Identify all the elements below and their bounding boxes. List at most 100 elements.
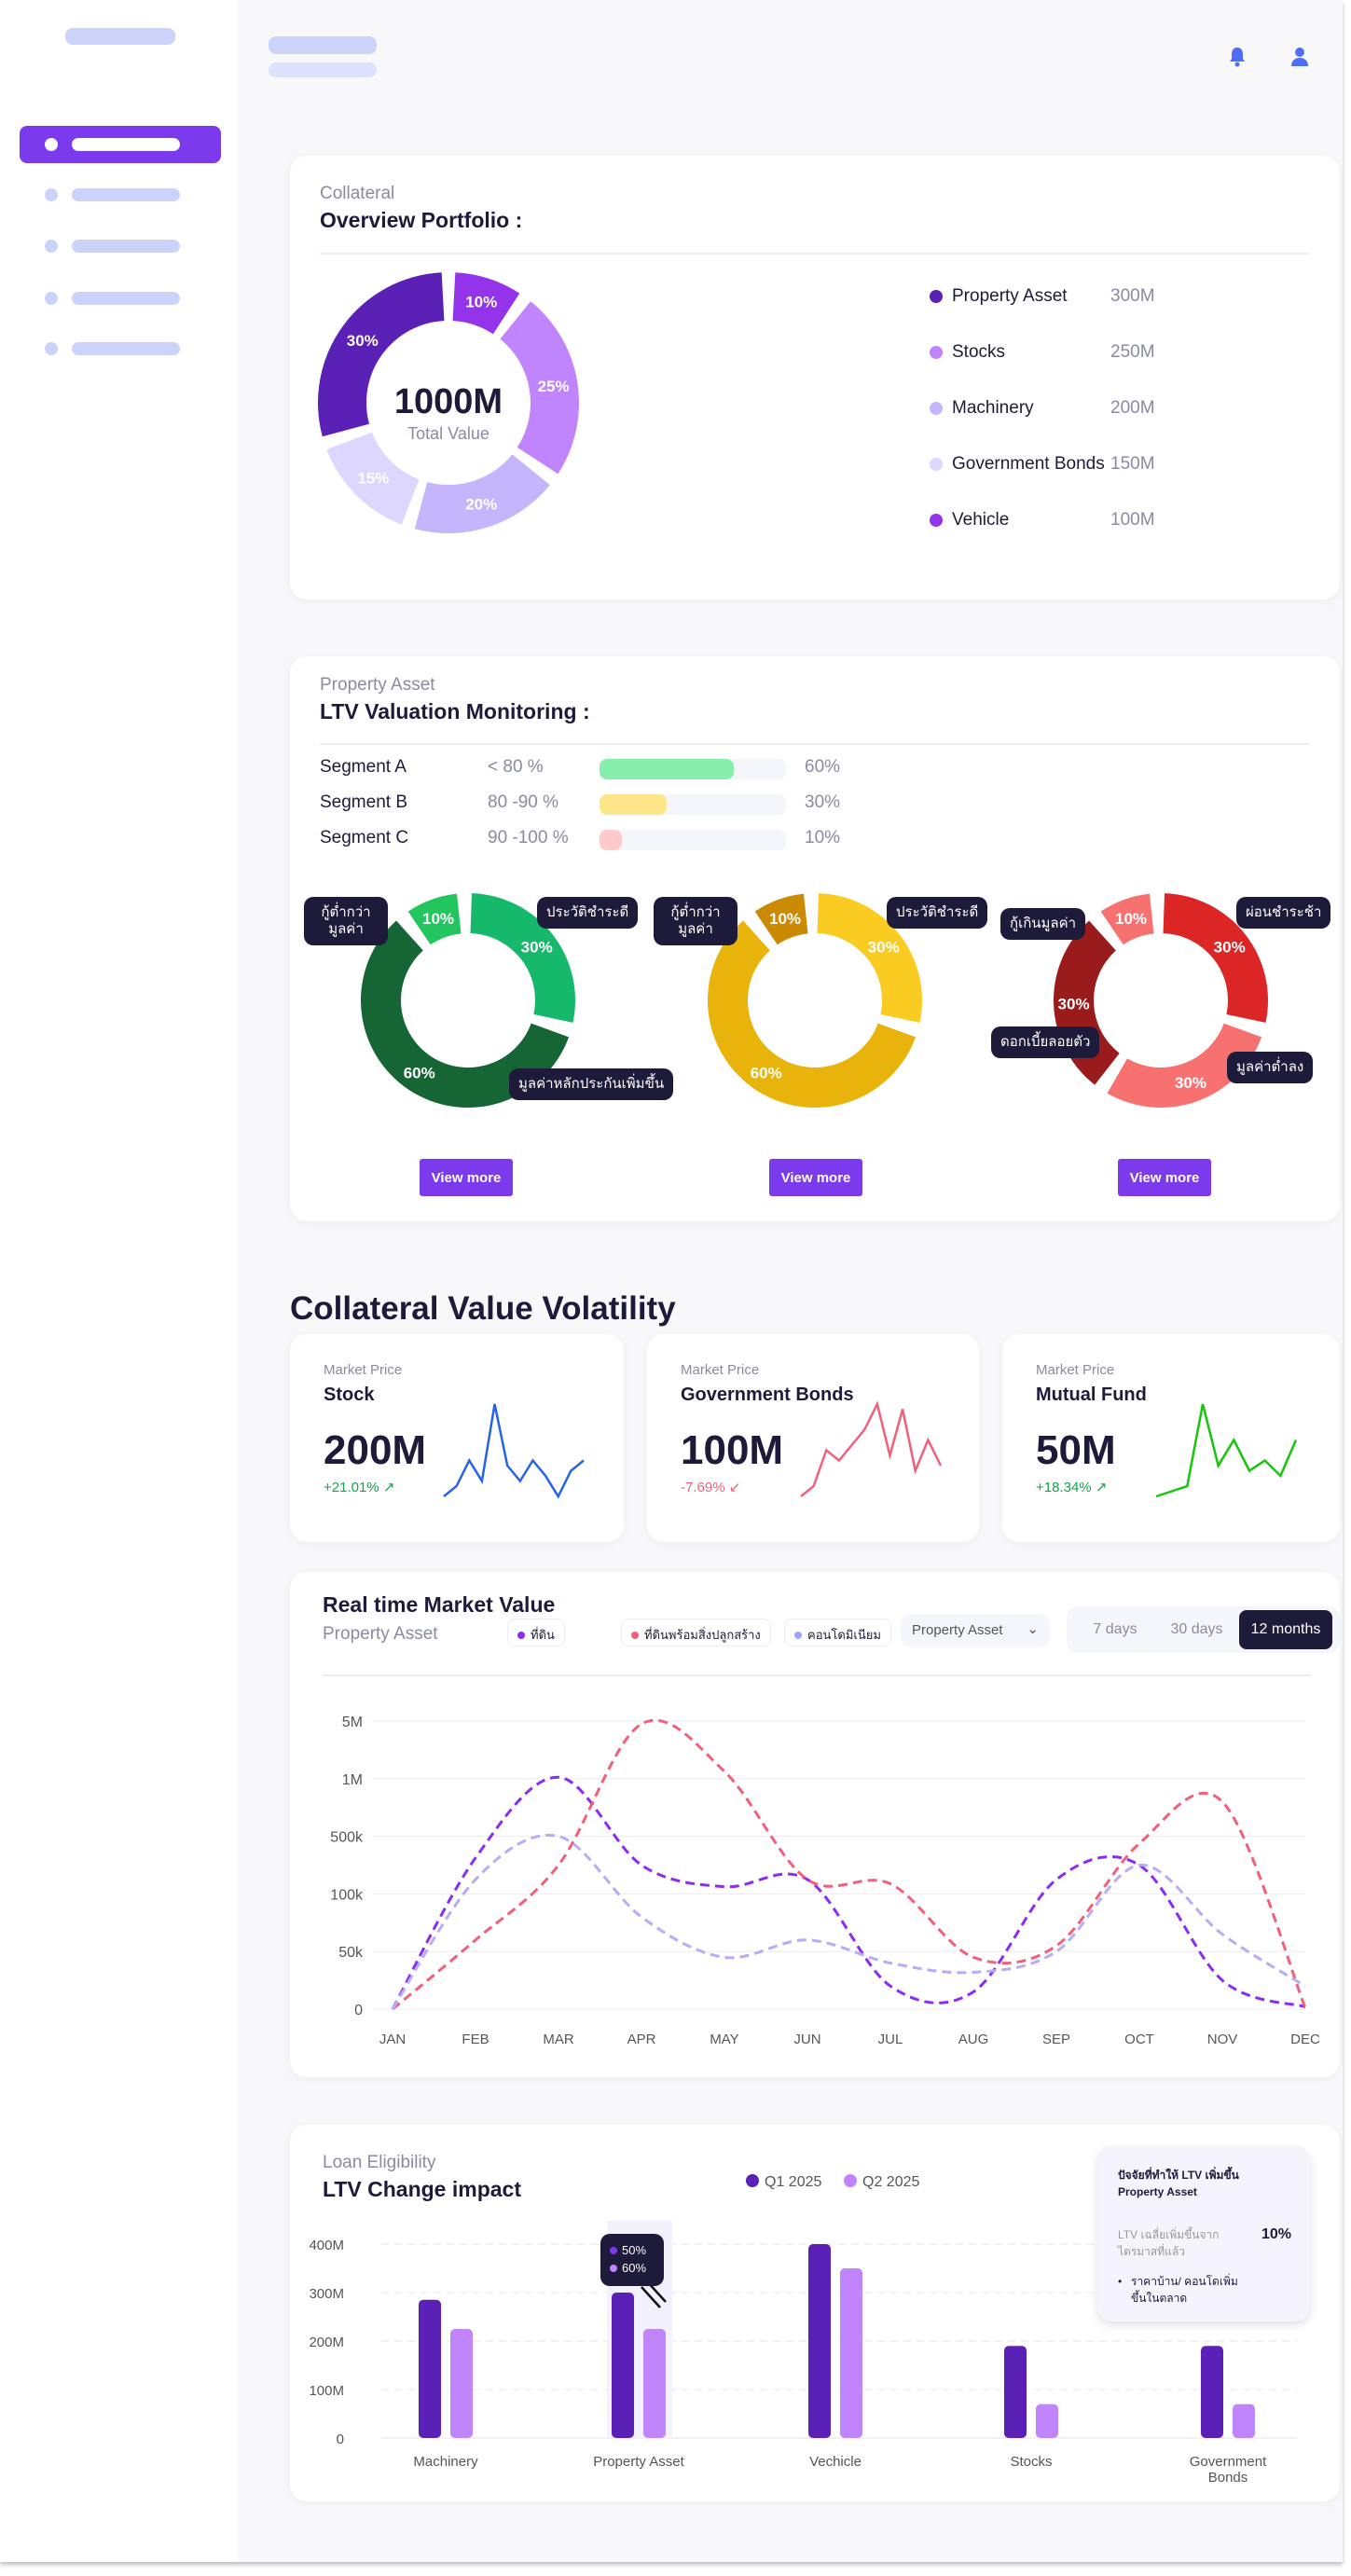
bar[interactable] [450, 2329, 473, 2438]
bar[interactable] [840, 2268, 862, 2438]
legend-item: Stocks 250M [930, 342, 1155, 363]
logo-placeholder [65, 28, 175, 45]
ltv-donuts: 10% 30% 60% 10% 30% 60% 10% 30% 30% 30% [360, 893, 1268, 1108]
portfolio-slice [452, 272, 520, 335]
segment-row: Segment B 80 -90 % 30% [320, 792, 1066, 820]
ltv-donut-3-slice [1100, 893, 1154, 945]
sidebar-item-5[interactable] [20, 330, 221, 367]
bar[interactable] [419, 2299, 441, 2438]
ltv-tag: มูลค่าต่ำลง [1227, 1052, 1314, 1083]
y-tick-label: 100M [309, 2383, 344, 2399]
sparkline [443, 1403, 585, 1499]
y-tick-label: 500k [330, 1830, 364, 1846]
y-tick-label: 200M [309, 2335, 344, 2350]
sidebar-item-2[interactable] [20, 176, 221, 214]
trend-up-icon: ↗ [1095, 1480, 1108, 1495]
segment-row: Segment C 90 -100 % 10% [320, 828, 1066, 856]
volatility-card: Market Price Government Bonds 100M -7.69% ↙ [647, 1334, 979, 1542]
portfolio-slice [326, 432, 420, 525]
y-tick-label: 300M [309, 2286, 344, 2302]
ltv-donut-1-slice-label: 10% [422, 910, 454, 928]
legend-item: Government Bonds 150M [930, 454, 1155, 475]
view-more-button-3[interactable]: View more [1118, 1159, 1211, 1196]
ltv-donut-3-slice [1163, 893, 1268, 1023]
portfolio-slice-label: 20% [465, 495, 497, 513]
tab-7-days[interactable]: 7 days [1078, 1610, 1152, 1649]
ltv-donut-2-slice-label: 30% [868, 938, 900, 956]
volatility-card: Market Price Mutual Fund 50M +18.34% ↗ [1002, 1334, 1340, 1542]
view-more-button-1[interactable]: View more [420, 1159, 513, 1196]
portfolio-slice-label: 10% [465, 294, 497, 311]
x-tick-label: JAN [379, 2032, 406, 2047]
ltv-tag: ประวัติชำระดี [537, 897, 639, 929]
ltv-tag: ประวัติชำระดี [887, 897, 988, 929]
filter-chip[interactable]: ที่ดินพร้อมสิ่งปลูกสร้าง [621, 1619, 771, 1646]
bar[interactable] [1201, 2346, 1223, 2438]
total-value-label: Total Value [407, 424, 489, 443]
bell-icon[interactable] [1227, 46, 1248, 68]
bar[interactable] [612, 2293, 634, 2438]
portfolio-slice [500, 301, 579, 475]
card-subtitle: Property Asset [320, 675, 435, 695]
select-value: Property Asset [912, 1622, 1003, 1638]
x-tick-label: MAR [543, 2032, 574, 2047]
asset-select[interactable]: Property Asset ⌄ [901, 1614, 1050, 1647]
ltv-donut-1-slice [360, 920, 570, 1108]
legend-dot [930, 402, 943, 415]
sidebar-item-4[interactable] [20, 280, 221, 317]
bar[interactable] [1004, 2346, 1027, 2438]
card-title: LTV Valuation Monitoring : [320, 699, 590, 723]
ltv-donut-2-slice [817, 893, 922, 1023]
ltv-donut-3-slice-label: 30% [1175, 1074, 1206, 1092]
card-title: LTV Change impact [323, 2177, 521, 2201]
ltv-donut-1-slice-label: 30% [521, 938, 553, 956]
bar[interactable] [643, 2329, 666, 2438]
x-tick-label: APR [627, 2032, 656, 2047]
volatility-card: Market Price Stock 200M +21.01% ↗ [290, 1334, 624, 1542]
legend-dot [844, 2174, 857, 2187]
ltv-tag: กู้ต่ำกว่า มูลค่า [654, 897, 738, 945]
legend-label: Q2 2025 [862, 2174, 919, 2190]
bar[interactable] [1233, 2404, 1255, 2438]
user-icon[interactable] [1290, 46, 1309, 68]
sidebar-item-1[interactable] [20, 126, 221, 163]
segment-row: Segment A < 80 % 60% [320, 757, 1066, 785]
legend-item: Machinery 200M [930, 398, 1155, 419]
total-value: 1000M [393, 382, 503, 421]
filter-chip[interactable]: ที่ดิน [507, 1619, 565, 1646]
bar[interactable] [808, 2244, 831, 2438]
filter-chip[interactable]: คอนโดมิเนียม [784, 1619, 891, 1646]
ltv-card: Property Asset LTV Valuation Monitoring … [290, 656, 1340, 1221]
x-tick-label: MAY [710, 2032, 738, 2047]
x-tick-label: Stocks [1010, 2454, 1052, 2470]
card-title: Real time Market Value [323, 1592, 556, 1617]
x-tick-label: SEP [1042, 2032, 1070, 2047]
tab-30-days[interactable]: 30 days [1157, 1610, 1236, 1649]
portfolio-slice [318, 272, 445, 437]
ltv-donut-3-slice-label: 10% [1115, 910, 1147, 928]
ltv-donut-3-slice-label: 30% [1214, 938, 1246, 956]
sparkline [800, 1400, 943, 1497]
portfolio-slice [414, 454, 550, 533]
ltv-donut-2-slice-label: 60% [751, 1065, 782, 1082]
sidebar-item-3[interactable] [20, 227, 221, 265]
info-metric-value: 10% [1261, 2226, 1292, 2242]
series-line [391, 1775, 1306, 2010]
bar[interactable] [1036, 2404, 1058, 2438]
view-more-button-2[interactable]: View more [769, 1159, 862, 1196]
segment-progress [600, 830, 786, 850]
y-tick-label: 0 [337, 2431, 344, 2447]
sparkline [1155, 1403, 1298, 1498]
portfolio-card: Collateral Overview Portfolio : 10% 25% 20… [290, 156, 1340, 599]
y-tick-label: 100k [330, 1887, 364, 1903]
info-title: ปัจจัยที่ทำให้ LTV เพิ่มขึ้น [1118, 2169, 1239, 2182]
card-subtitle: Loan Eligibility [323, 2153, 436, 2172]
legend-dot [930, 290, 943, 303]
ltv-tag: ดอกเบี้ยลอยตัว [991, 1026, 1100, 1058]
tab-12-months[interactable]: 12 months [1239, 1610, 1332, 1649]
info-bullet: • ราคาบ้าน/ คอนโดเพิ่มขึ้นในตลาด [1118, 2275, 1238, 2305]
x-tick-label: Government [1190, 2454, 1267, 2470]
portfolio-slice-label: 15% [357, 470, 389, 488]
x-tick-label: JUN [793, 2032, 820, 2047]
